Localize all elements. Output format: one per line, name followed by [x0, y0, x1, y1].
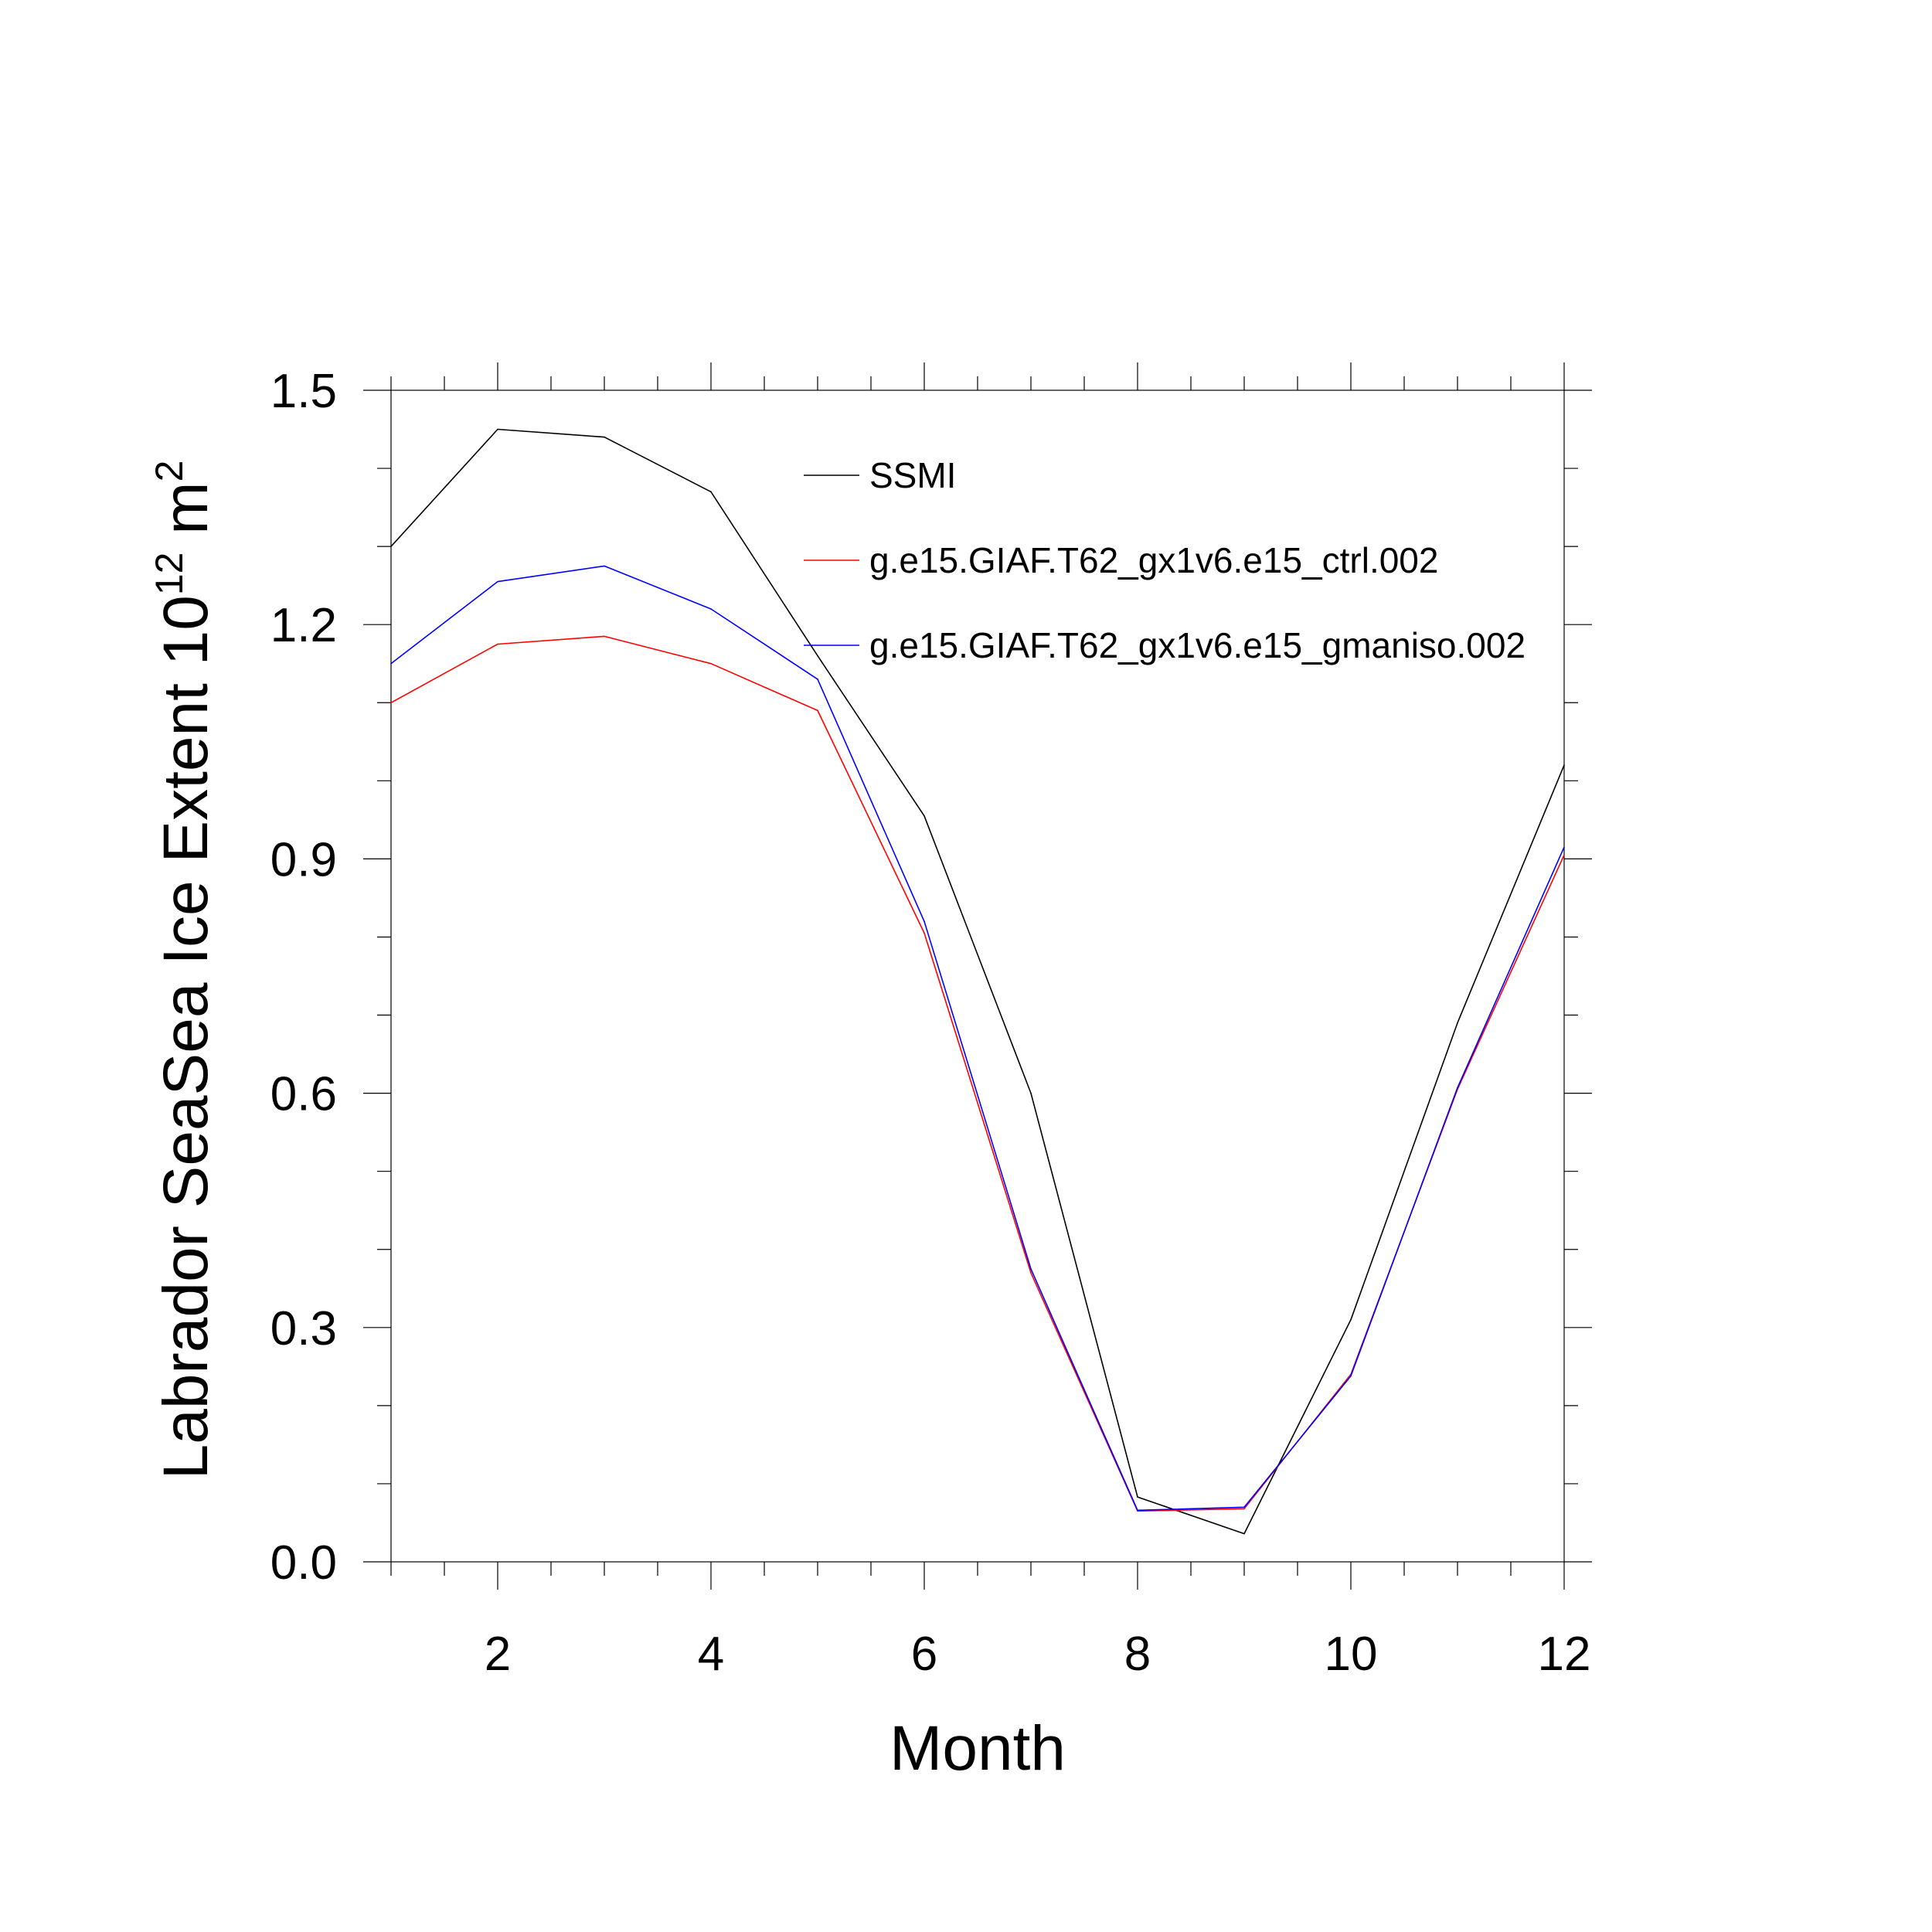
data-point [1563, 854, 1565, 856]
data-point [1563, 846, 1565, 849]
data-point [923, 932, 925, 934]
data-point [710, 608, 712, 610]
data-point [1137, 1509, 1138, 1512]
y-axis-title-unit-exponent: 2 [148, 461, 191, 482]
data-point [1243, 1508, 1245, 1510]
y-tick-label: 0.9 [270, 833, 337, 886]
data-point [1243, 1532, 1245, 1535]
data-point [497, 580, 498, 583]
data-point [390, 662, 392, 665]
y-axis-title: Labrador SeaSea Ice Extent 1012 m2 [148, 461, 221, 1480]
data-point [1350, 1375, 1352, 1377]
x-tick-label: 8 [1124, 1628, 1151, 1681]
x-tick-label: 6 [911, 1628, 937, 1681]
series-line-1 [390, 428, 1565, 1535]
legend-label-3: g.e15.GIAF.T62_gx1v6.e15_gmaniso.002 [869, 625, 1526, 665]
y-axis-title-main: Labrador SeaSea Ice Extent 10 [151, 595, 221, 1479]
data-point [1457, 1087, 1458, 1089]
legend-label-2: g.e15.GIAF.T62_gx1v6.e15_ctrl.002 [869, 540, 1438, 580]
y-tick-label: 0.0 [270, 1536, 337, 1590]
x-axis-title: Month [889, 1713, 1066, 1784]
data-point [604, 565, 605, 567]
axis-ticks [363, 362, 1592, 1590]
data-point [390, 546, 392, 547]
x-tick-label: 4 [698, 1628, 724, 1681]
y-tick-labels: 0.0 0.3 0.6 0.9 1.2 1.5 [270, 365, 337, 1590]
data-point [817, 679, 818, 680]
data-point [1457, 1022, 1458, 1024]
y-axis-title-exponent: 12 [148, 553, 191, 596]
data-point [1243, 1506, 1245, 1509]
data-point [1030, 1272, 1032, 1274]
x-tick-labels: 2 4 6 8 10 12 [485, 1628, 1591, 1681]
data-point [1030, 1268, 1032, 1270]
legend: SSMI g.e15.GIAF.T62_gx1v6.e15_ctrl.002 g.e… [804, 455, 1526, 665]
x-tick-label: 10 [1325, 1628, 1378, 1681]
y-tick-label: 1.5 [270, 365, 337, 418]
data-point [1563, 764, 1565, 766]
data-point [497, 643, 498, 645]
legend-label-1: SSMI [869, 455, 956, 495]
series-lines [390, 428, 1565, 1535]
data-point [1137, 1496, 1138, 1498]
data-point [497, 428, 498, 430]
data-point [710, 491, 712, 493]
data-point [923, 815, 925, 817]
data-point [604, 436, 605, 438]
y-tick-label: 1.2 [270, 599, 337, 652]
data-point [604, 635, 605, 638]
data-point [817, 709, 818, 712]
data-point [1350, 1318, 1352, 1321]
series-line-3 [390, 565, 1565, 1512]
data-point [817, 655, 818, 657]
data-point [1030, 1092, 1032, 1094]
x-tick-label: 2 [485, 1628, 511, 1681]
y-tick-label: 0.3 [270, 1302, 337, 1355]
data-point [923, 920, 925, 923]
x-tick-label: 12 [1538, 1628, 1591, 1681]
y-axis-title-unit: m [151, 481, 221, 552]
data-point [390, 702, 392, 704]
data-point [710, 662, 712, 665]
y-tick-label: 0.6 [270, 1068, 337, 1121]
series-line-2 [390, 635, 1565, 1512]
